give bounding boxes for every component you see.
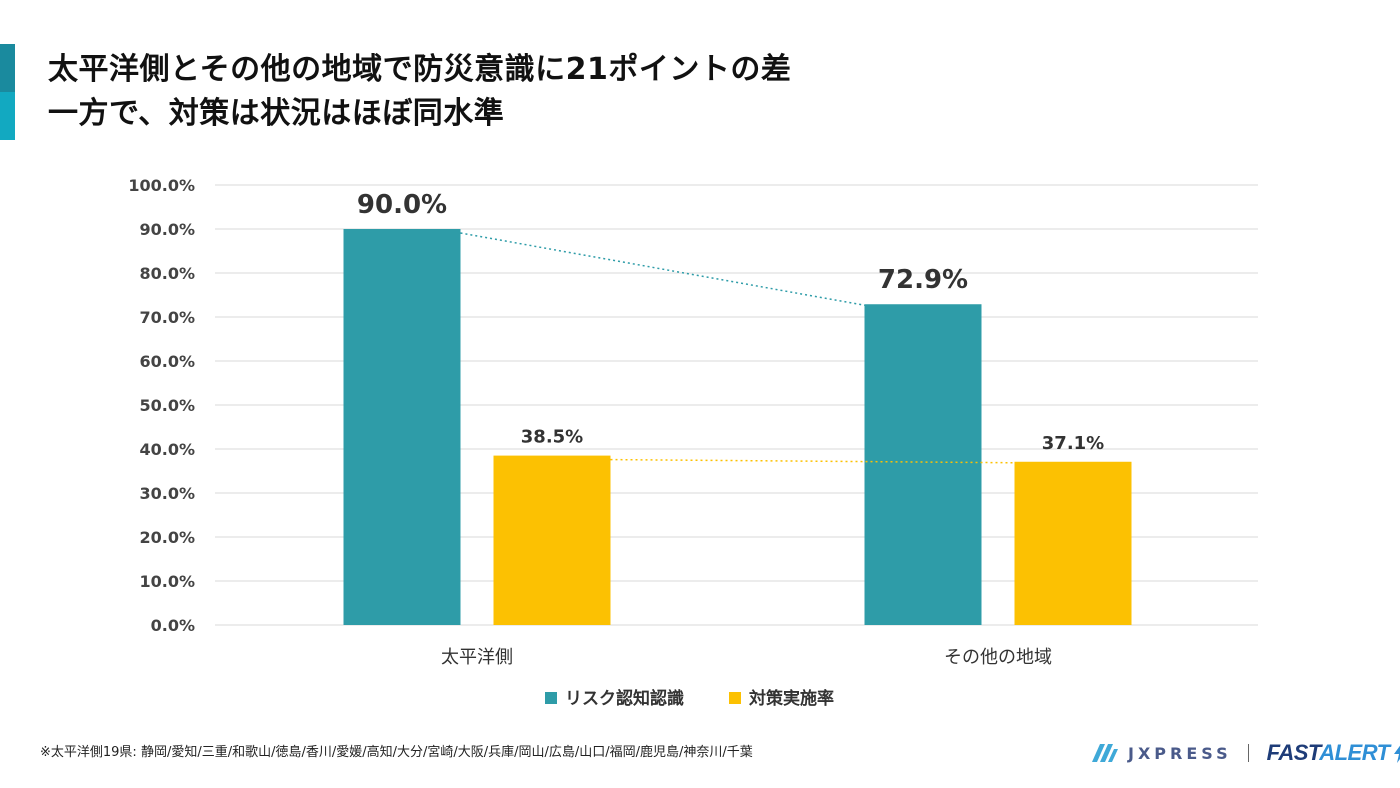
connector-line (610, 458, 1015, 464)
accent-bar-dark (0, 44, 15, 92)
fastalert-logo-fast: FAST (1266, 740, 1320, 765)
bar (864, 304, 982, 625)
x-category-label: 太平洋側 (441, 647, 513, 668)
x-category-label: その他の地域 (944, 647, 1052, 668)
y-tick-label: 100.0% (128, 176, 195, 195)
y-tick-label: 70.0% (139, 308, 195, 327)
jxpress-logo-icon (1092, 744, 1120, 762)
fastalert-logo-alert: ALERT (1319, 740, 1390, 765)
jxpress-logo-text: JXPRESS (1128, 743, 1232, 763)
fastalert-logo-icon (1392, 743, 1400, 763)
legend-swatch (729, 692, 741, 704)
logo-area: JXPRESS FASTALERT (1092, 738, 1400, 768)
y-tick-label: 20.0% (139, 528, 195, 547)
accent-bar-light (0, 92, 15, 140)
legend-swatch (545, 692, 557, 704)
y-tick-label: 80.0% (139, 264, 195, 283)
title-line-1: 太平洋側とその他の地域で防災意識に21ポイントの差 (48, 52, 792, 87)
y-tick-label: 90.0% (139, 220, 195, 239)
title-line-2: 一方で、対策は状況はほぼ同水準 (48, 96, 505, 131)
page-title: 太平洋側とその他の地域で防災意識に21ポイントの差 一方で、対策は状況はほぼ同水… (48, 48, 791, 136)
y-tick-label: 40.0% (139, 440, 195, 459)
y-tick-label: 50.0% (139, 396, 195, 415)
y-tick-label: 0.0% (151, 616, 195, 635)
data-label: 90.0% (357, 190, 447, 220)
legend-label: 対策実施率 (748, 688, 834, 709)
data-label: 38.5% (521, 427, 583, 448)
title-accent-bar (0, 44, 15, 140)
legend-label: リスク認知認識 (565, 688, 684, 709)
fastalert-logo: FASTALERT (1266, 740, 1391, 766)
data-label: 37.1% (1042, 433, 1104, 454)
y-tick-label: 10.0% (139, 572, 195, 591)
footnote: ※太平洋側19県: 静岡/愛知/三重/和歌山/徳島/香川/愛媛/高知/大分/宮崎… (40, 745, 753, 760)
bar (1014, 461, 1132, 625)
data-label: 72.9% (878, 265, 968, 295)
y-tick-label: 60.0% (139, 352, 195, 371)
y-tick-label: 30.0% (139, 484, 195, 503)
logo-separator (1247, 744, 1249, 762)
bar (343, 229, 461, 625)
bar (493, 455, 611, 625)
connector-line (460, 232, 865, 306)
